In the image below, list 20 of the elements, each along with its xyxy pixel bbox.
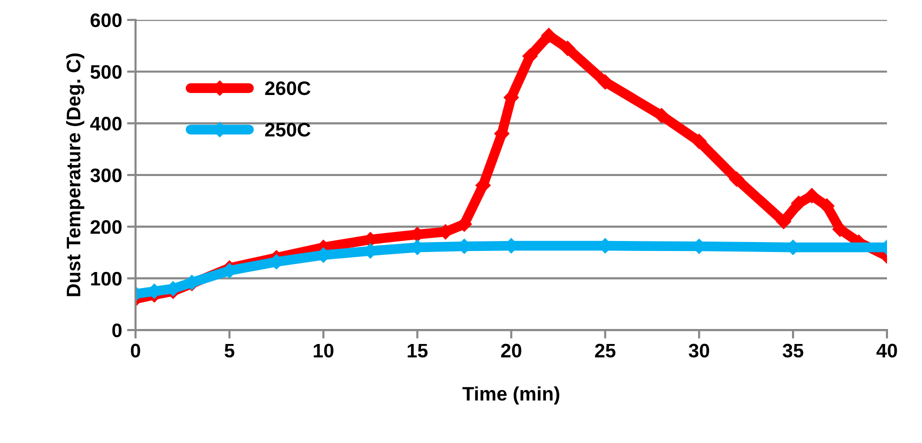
y-tick-label: 500	[90, 65, 122, 79]
y-tick-label: 400	[90, 116, 122, 131]
legend-label: 250C	[265, 122, 310, 137]
y-tick-label: 300	[90, 168, 122, 182]
y-tick-label: 600	[90, 13, 122, 28]
x-tick-label: 40	[876, 344, 897, 358]
x-tick-label: 15	[408, 344, 428, 358]
x-tick-label: 35	[782, 344, 804, 358]
y-tick-label: 0	[112, 324, 122, 338]
legend-label: 260C	[265, 81, 310, 96]
y-tick-label: 200	[90, 220, 122, 234]
x-tick-label: 20	[501, 344, 522, 358]
x-tick-label: 5	[224, 344, 234, 358]
y-tick-label: 100	[91, 272, 122, 286]
y-axis-title: Dust Temperature (Deg. C)	[66, 53, 84, 296]
x-tick-label: 25	[595, 344, 616, 358]
x-tick-label: 0	[130, 344, 140, 358]
x-tick-label: 30	[688, 344, 710, 358]
x-axis-title: Time (min)	[462, 386, 560, 404]
x-tick-label: 10	[314, 344, 334, 358]
